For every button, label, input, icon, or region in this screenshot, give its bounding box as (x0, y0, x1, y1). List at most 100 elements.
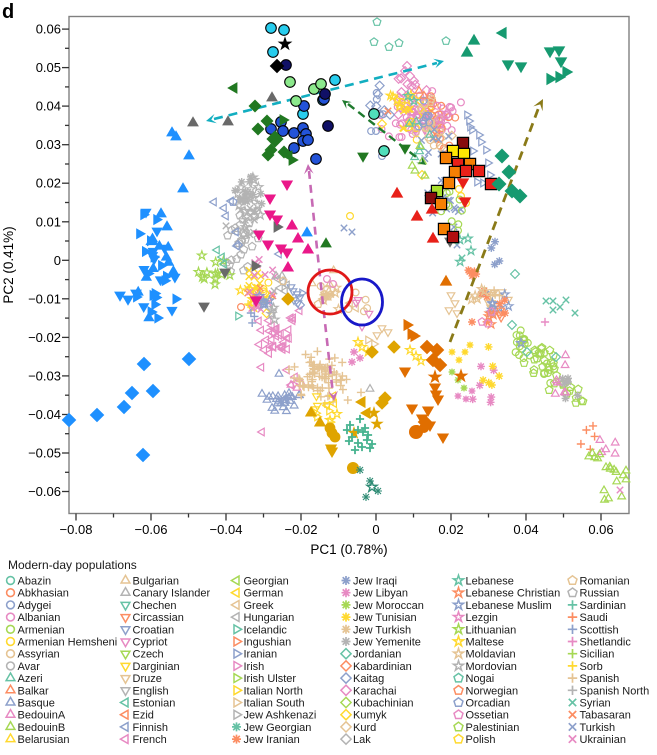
svg-text:Jew Libyan: Jew Libyan (353, 588, 408, 600)
svg-text:English: English (133, 685, 169, 697)
svg-text:−0.08: −0.08 (60, 522, 93, 537)
svg-text:−0.06: −0.06 (28, 484, 61, 499)
svg-text:d: d (2, 1, 14, 23)
svg-text:Icelandic: Icelandic (244, 624, 288, 636)
svg-text:Hungarian: Hungarian (244, 612, 295, 624)
svg-text:Irish Ulster: Irish Ulster (244, 673, 297, 685)
svg-text:Darginian: Darginian (133, 661, 180, 673)
svg-text:Nogai: Nogai (466, 673, 495, 685)
svg-text:Maltese: Maltese (466, 637, 505, 649)
svg-text:0.04: 0.04 (513, 522, 538, 537)
svg-text:Lak: Lak (353, 734, 371, 746)
svg-text:Lezgin: Lezgin (466, 612, 498, 624)
svg-text:Lebanese Muslim: Lebanese Muslim (466, 600, 552, 612)
svg-text:Ossetian: Ossetian (466, 710, 509, 722)
svg-text:Ingushian: Ingushian (244, 637, 292, 649)
svg-text:Moldavian: Moldavian (466, 649, 516, 661)
svg-text:−0.06: −0.06 (135, 522, 168, 537)
svg-text:BedouinA: BedouinA (18, 710, 66, 722)
svg-text:Tabasaran: Tabasaran (580, 710, 631, 722)
svg-text:Shetlandic: Shetlandic (580, 637, 632, 649)
svg-text:0: 0 (372, 522, 379, 537)
svg-text:Jew Georgian: Jew Georgian (244, 722, 312, 734)
svg-text:Balkar: Balkar (18, 685, 50, 697)
svg-text:Sorb: Sorb (580, 661, 603, 673)
svg-text:Italian South: Italian South (244, 698, 305, 710)
svg-text:Mordovian: Mordovian (466, 661, 517, 673)
svg-text:Kurd: Kurd (353, 722, 376, 734)
svg-text:−0.04: −0.04 (210, 522, 243, 537)
svg-text:Lebanese Christian: Lebanese Christian (466, 588, 561, 600)
svg-text:Polish: Polish (466, 734, 496, 746)
svg-text:Canary Islander: Canary Islander (133, 588, 211, 600)
svg-text:Adygei: Adygei (18, 600, 52, 612)
svg-text:Turkish: Turkish (580, 722, 616, 734)
svg-text:Greek: Greek (244, 600, 274, 612)
svg-text:Basque: Basque (18, 698, 55, 710)
svg-text:0.06: 0.06 (36, 22, 61, 37)
svg-text:−0.02: −0.02 (28, 330, 61, 345)
svg-text:Kumyk: Kumyk (353, 710, 387, 722)
svg-text:Lithuanian: Lithuanian (466, 624, 517, 636)
svg-text:Azeri: Azeri (18, 673, 43, 685)
svg-text:Jordanian: Jordanian (353, 649, 401, 661)
svg-text:Cypriot: Cypriot (133, 637, 168, 649)
svg-text:Italian North: Italian North (244, 685, 303, 697)
svg-text:Estonian: Estonian (133, 698, 176, 710)
svg-text:−0.04: −0.04 (28, 407, 61, 422)
svg-text:0.05: 0.05 (36, 60, 61, 75)
svg-text:Russian: Russian (580, 588, 620, 600)
svg-text:Norwegian: Norwegian (466, 685, 519, 697)
svg-text:Abazin: Abazin (18, 576, 52, 588)
svg-text:Jew Yemenite: Jew Yemenite (353, 637, 421, 649)
svg-text:−0.03: −0.03 (28, 368, 61, 383)
svg-text:Sicilian: Sicilian (580, 649, 615, 661)
svg-text:Irish: Irish (244, 661, 265, 673)
svg-text:Avar: Avar (18, 661, 41, 673)
svg-text:Chechen: Chechen (133, 600, 177, 612)
svg-text:−0.02: −0.02 (285, 522, 318, 537)
svg-text:Scottish: Scottish (580, 624, 619, 636)
svg-text:Spanish North: Spanish North (580, 685, 650, 697)
svg-text:Palestinian: Palestinian (466, 722, 520, 734)
svg-text:Jew Tunisian: Jew Tunisian (353, 612, 417, 624)
svg-text:Iranian: Iranian (244, 649, 278, 661)
svg-text:Ezid: Ezid (133, 710, 154, 722)
svg-text:−0.05: −0.05 (28, 446, 61, 461)
svg-text:Jew Turkish: Jew Turkish (353, 624, 411, 636)
svg-text:0.03: 0.03 (36, 137, 61, 152)
svg-text:Modern-day populations: Modern-day populations (8, 558, 137, 572)
svg-text:0.02: 0.02 (438, 522, 463, 537)
svg-text:Ukrainian: Ukrainian (580, 734, 626, 746)
svg-text:0.06: 0.06 (588, 522, 613, 537)
svg-text:Lebanese: Lebanese (466, 576, 514, 588)
svg-text:0: 0 (54, 253, 61, 268)
svg-text:Sardinian: Sardinian (580, 600, 626, 612)
svg-text:Syrian: Syrian (580, 698, 611, 710)
svg-text:BedouinB: BedouinB (18, 722, 66, 734)
svg-text:Kaitag: Kaitag (353, 673, 384, 685)
svg-text:Assyrian: Assyrian (18, 649, 60, 661)
svg-text:0.04: 0.04 (36, 99, 61, 114)
svg-text:Armenian: Armenian (18, 624, 65, 636)
svg-text:Saudi: Saudi (580, 612, 608, 624)
svg-text:0.02: 0.02 (36, 176, 61, 191)
svg-text:Druze: Druze (133, 673, 162, 685)
svg-text:Circassian: Circassian (133, 612, 184, 624)
svg-text:Jew Iranian: Jew Iranian (244, 734, 300, 746)
svg-text:0.01: 0.01 (36, 214, 61, 229)
svg-text:Czech: Czech (133, 649, 164, 661)
svg-text:French: French (133, 734, 167, 746)
svg-text:Finnish: Finnish (133, 722, 168, 734)
svg-text:Kubachinian: Kubachinian (353, 698, 414, 710)
svg-text:Jew Ashkenazi: Jew Ashkenazi (244, 710, 317, 722)
svg-text:Romanian: Romanian (580, 576, 630, 588)
svg-text:Orcadian: Orcadian (466, 698, 511, 710)
svg-text:Abkhasian: Abkhasian (18, 588, 69, 600)
svg-text:PC1 (0.78%): PC1 (0.78%) (310, 542, 387, 557)
svg-text:PC2 (0.41%): PC2 (0.41%) (1, 226, 16, 303)
svg-text:Kabardinian: Kabardinian (353, 661, 412, 673)
svg-text:Croatian: Croatian (133, 624, 175, 636)
svg-text:Belarusian: Belarusian (18, 734, 70, 746)
svg-text:Jew Iraqi: Jew Iraqi (353, 576, 397, 588)
